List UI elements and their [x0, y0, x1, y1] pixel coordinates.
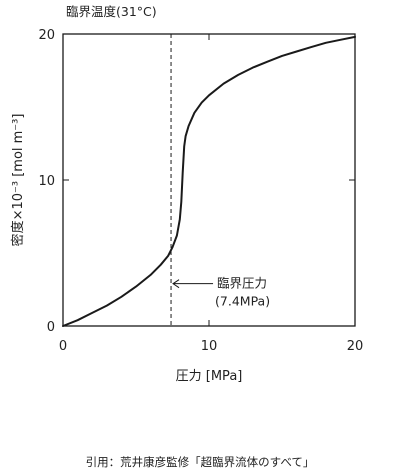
x-tick-labels: 0 10 20 — [59, 339, 363, 354]
y-axis-label: 密度×10⁻³ [mol m⁻³] — [10, 114, 26, 247]
annotation-label-name: 臨界圧力 — [217, 276, 267, 291]
tick-marks — [62, 33, 356, 327]
annotation-label-value: (7.4MPa) — [215, 294, 270, 309]
x-axis-label: 圧力 [MPa] — [176, 369, 243, 384]
y-tick-labels: 0 10 20 — [38, 28, 55, 335]
y-tick-label: 10 — [38, 174, 55, 189]
critical-pressure-annotation: 臨界圧力 (7.4MPa) — [172, 276, 270, 309]
y-tick-label: 20 — [38, 28, 55, 43]
x-tick-label: 10 — [201, 339, 218, 354]
source-caption: 引用：荒井康彦監修「超臨界流体のすべて」 — [86, 455, 315, 469]
density-curve — [62, 35, 356, 327]
annotation-arrow-icon — [172, 279, 214, 289]
x-tick-label: 20 — [347, 339, 364, 354]
chart-title: 臨界温度(31°C) — [66, 4, 157, 19]
plot-frame — [62, 33, 356, 327]
x-tick-label: 0 — [59, 339, 67, 354]
y-tick-label: 0 — [47, 320, 55, 335]
